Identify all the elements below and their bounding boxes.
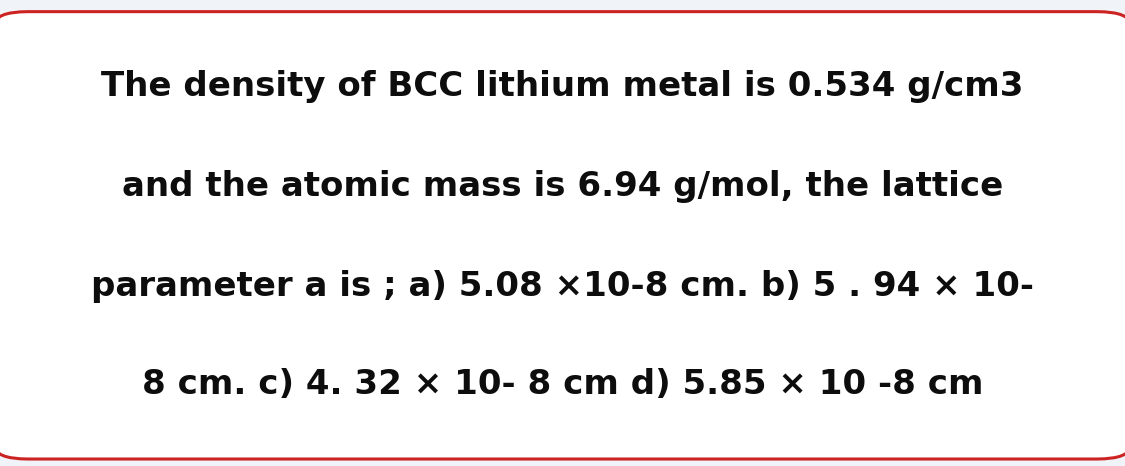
FancyBboxPatch shape (0, 12, 1125, 459)
Text: The density of BCC lithium metal is 0.534 g/cm3: The density of BCC lithium metal is 0.53… (101, 70, 1024, 103)
Text: and the atomic mass is 6.94 g/mol, the lattice: and the atomic mass is 6.94 g/mol, the l… (122, 170, 1004, 203)
Text: 8 cm. c) 4. 32 × 10- 8 cm d) 5.85 × 10 -8 cm: 8 cm. c) 4. 32 × 10- 8 cm d) 5.85 × 10 -… (142, 368, 983, 401)
Text: parameter a is ; a) 5.08 ×10-8 cm. b) 5 . 94 × 10-: parameter a is ; a) 5.08 ×10-8 cm. b) 5 … (91, 270, 1034, 303)
